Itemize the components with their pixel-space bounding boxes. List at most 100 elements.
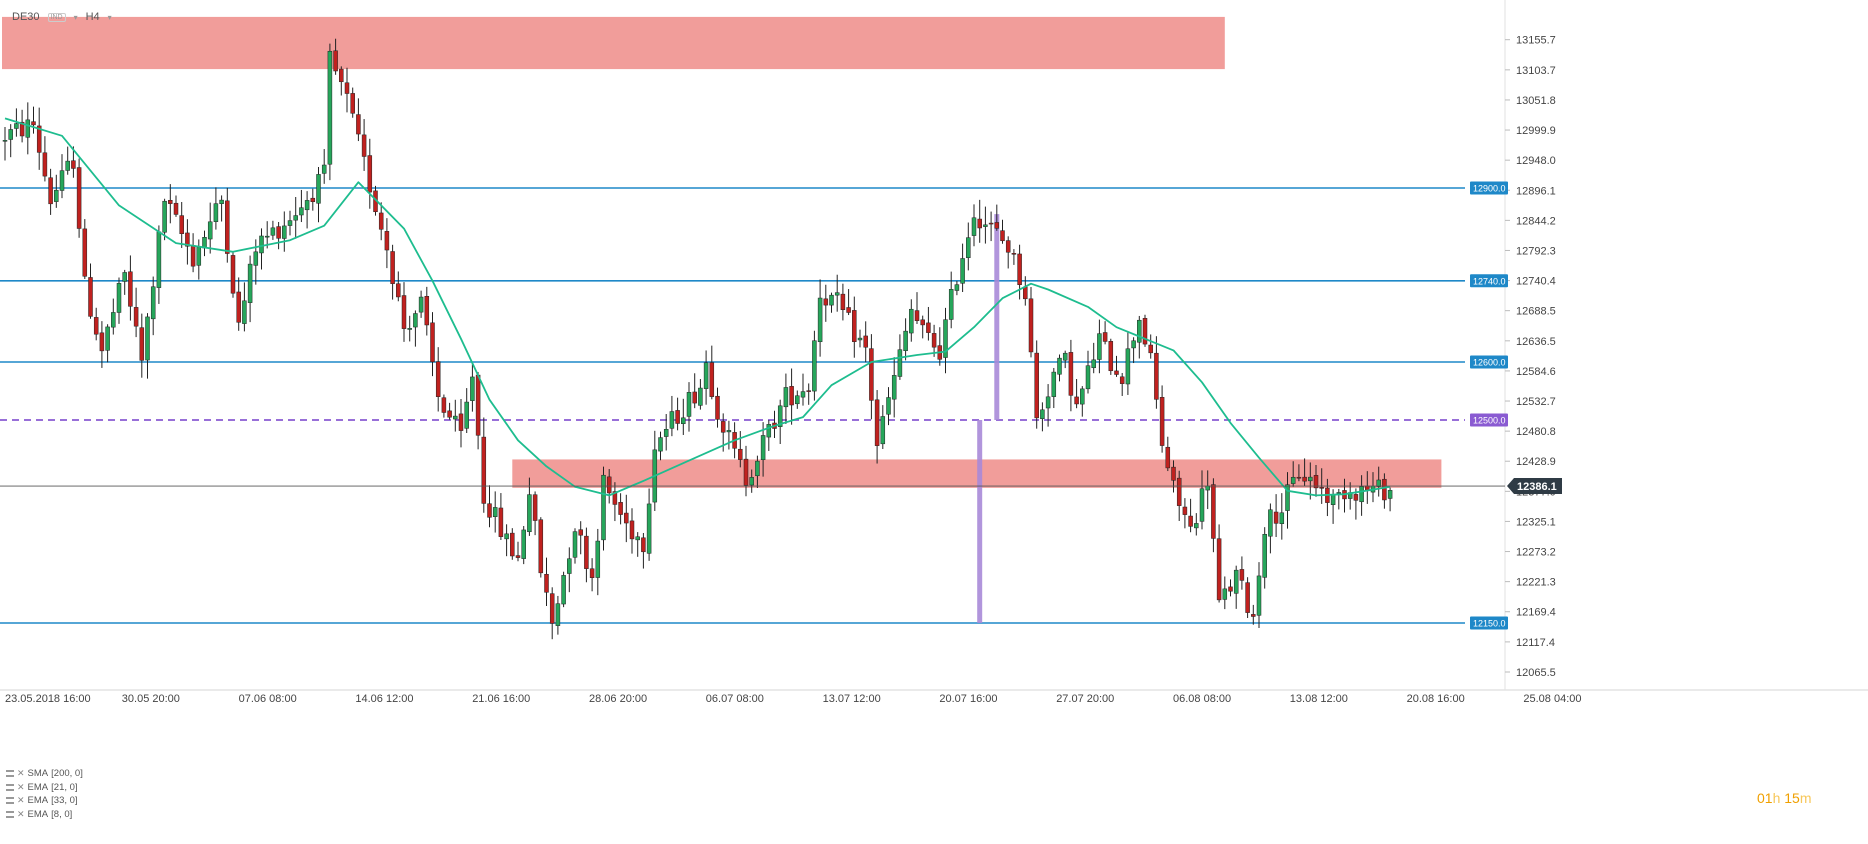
symbol-label[interactable]: DE30 — [12, 11, 40, 23]
candle-body[interactable] — [840, 293, 846, 310]
candle-body[interactable] — [538, 519, 544, 574]
close-icon[interactable]: ✕ — [17, 795, 25, 805]
timeframe-label[interactable]: H4 — [85, 11, 100, 23]
candle-body[interactable] — [99, 332, 105, 352]
candle-body[interactable] — [48, 177, 53, 205]
candle-body[interactable] — [25, 119, 31, 138]
candle-body[interactable] — [82, 228, 88, 277]
chevron-down-icon[interactable]: ▾ — [73, 12, 78, 22]
candle-body[interactable] — [1359, 486, 1364, 503]
candle-body[interactable] — [162, 200, 167, 233]
candle-body[interactable] — [709, 362, 715, 397]
candle-body[interactable] — [407, 328, 412, 330]
candle-body[interactable] — [629, 520, 635, 540]
candle-body[interactable] — [196, 247, 202, 266]
drag-handle-icon[interactable] — [6, 783, 14, 791]
candle-body[interactable] — [105, 326, 110, 351]
candle-body[interactable] — [384, 231, 390, 251]
candle-body[interactable] — [800, 391, 806, 398]
candle-body[interactable] — [88, 277, 93, 317]
candle-body[interactable] — [2, 140, 8, 142]
candle-body[interactable] — [823, 298, 829, 306]
candle-body[interactable] — [1239, 569, 1245, 581]
candle-body[interactable] — [1091, 359, 1096, 369]
candle-body[interactable] — [401, 295, 407, 329]
resistance-zone[interactable] — [512, 459, 1442, 488]
legend-item[interactable]: ✕ EMA [21, 0] — [6, 781, 83, 795]
candle-body[interactable] — [1045, 396, 1051, 409]
candle-body[interactable] — [293, 215, 298, 221]
candle-body[interactable] — [1222, 588, 1228, 600]
candle-body[interactable] — [441, 397, 447, 413]
candle-body[interactable] — [276, 226, 281, 239]
candle-body[interactable] — [783, 387, 789, 408]
chevron-down-icon[interactable]: ▾ — [107, 12, 112, 22]
drag-handle-icon[interactable] — [6, 797, 14, 805]
candle-body[interactable] — [1148, 344, 1153, 354]
candle-body[interactable] — [874, 399, 880, 446]
candle-body[interactable] — [869, 348, 874, 401]
candle-body[interactable] — [612, 491, 618, 505]
candle-body[interactable] — [1051, 371, 1057, 397]
candle-body[interactable] — [1353, 494, 1359, 501]
candle-body[interactable] — [749, 477, 754, 486]
candle-body[interactable] — [242, 300, 247, 324]
drag-handle-icon[interactable] — [6, 810, 14, 818]
candle-body[interactable] — [663, 428, 669, 437]
close-icon[interactable]: ✕ — [17, 781, 25, 792]
candle-body[interactable] — [698, 387, 703, 406]
candle-body[interactable] — [316, 174, 321, 204]
candle-body[interactable] — [1142, 318, 1148, 345]
candle-body[interactable] — [903, 330, 908, 351]
candle-body[interactable] — [453, 415, 458, 420]
candle-body[interactable] — [635, 536, 640, 541]
candle-body[interactable] — [817, 297, 823, 343]
candle-body[interactable] — [356, 114, 361, 135]
candle-body[interactable] — [567, 558, 572, 574]
candle-body[interactable] — [743, 458, 749, 486]
candle-body[interactable] — [1154, 352, 1159, 400]
candle-body[interactable] — [59, 170, 65, 191]
candle-body[interactable] — [111, 312, 116, 328]
candle-body[interactable] — [806, 390, 811, 392]
candle-body[interactable] — [1182, 506, 1188, 515]
candle-body[interactable] — [93, 317, 99, 335]
candle-body[interactable] — [777, 405, 783, 427]
candle-body[interactable] — [350, 93, 355, 114]
candle-body[interactable] — [481, 436, 487, 504]
candle-body[interactable] — [766, 424, 772, 438]
candle-body[interactable] — [1290, 476, 1296, 484]
candle-body[interactable] — [344, 82, 350, 94]
candle-body[interactable] — [253, 251, 259, 266]
candle-body[interactable] — [926, 322, 931, 333]
candle-body[interactable] — [19, 121, 25, 137]
candle-body[interactable] — [1062, 352, 1068, 361]
candle-body[interactable] — [1313, 475, 1319, 489]
candle-body[interactable] — [1114, 370, 1119, 375]
candle-body[interactable] — [852, 310, 857, 342]
candle-body[interactable] — [812, 340, 817, 392]
candle-body[interactable] — [1188, 515, 1193, 527]
candle-body[interactable] — [264, 235, 270, 238]
candle-body[interactable] — [994, 222, 1000, 229]
candle-body[interactable] — [76, 167, 82, 229]
candle-body[interactable] — [1199, 488, 1205, 522]
candle-body[interactable] — [834, 292, 840, 296]
candle-body[interactable] — [1074, 396, 1079, 405]
candle-body[interactable] — [1268, 509, 1273, 537]
candle-body[interactable] — [846, 307, 851, 313]
candle-body[interactable] — [458, 413, 464, 431]
candle-body[interactable] — [606, 476, 612, 494]
candle-body[interactable] — [1251, 614, 1256, 617]
candle-body[interactable] — [1131, 340, 1136, 349]
candle-body[interactable] — [225, 200, 230, 254]
candle-body[interactable] — [1308, 476, 1313, 482]
candle-body[interactable] — [726, 430, 732, 433]
candle-body[interactable] — [1262, 534, 1267, 578]
candle-body[interactable] — [207, 221, 213, 240]
candle-body[interactable] — [1102, 332, 1108, 342]
candle-body[interactable] — [510, 532, 515, 557]
candle-body[interactable] — [715, 395, 720, 420]
candle-body[interactable] — [145, 316, 150, 361]
candle-body[interactable] — [378, 212, 384, 230]
